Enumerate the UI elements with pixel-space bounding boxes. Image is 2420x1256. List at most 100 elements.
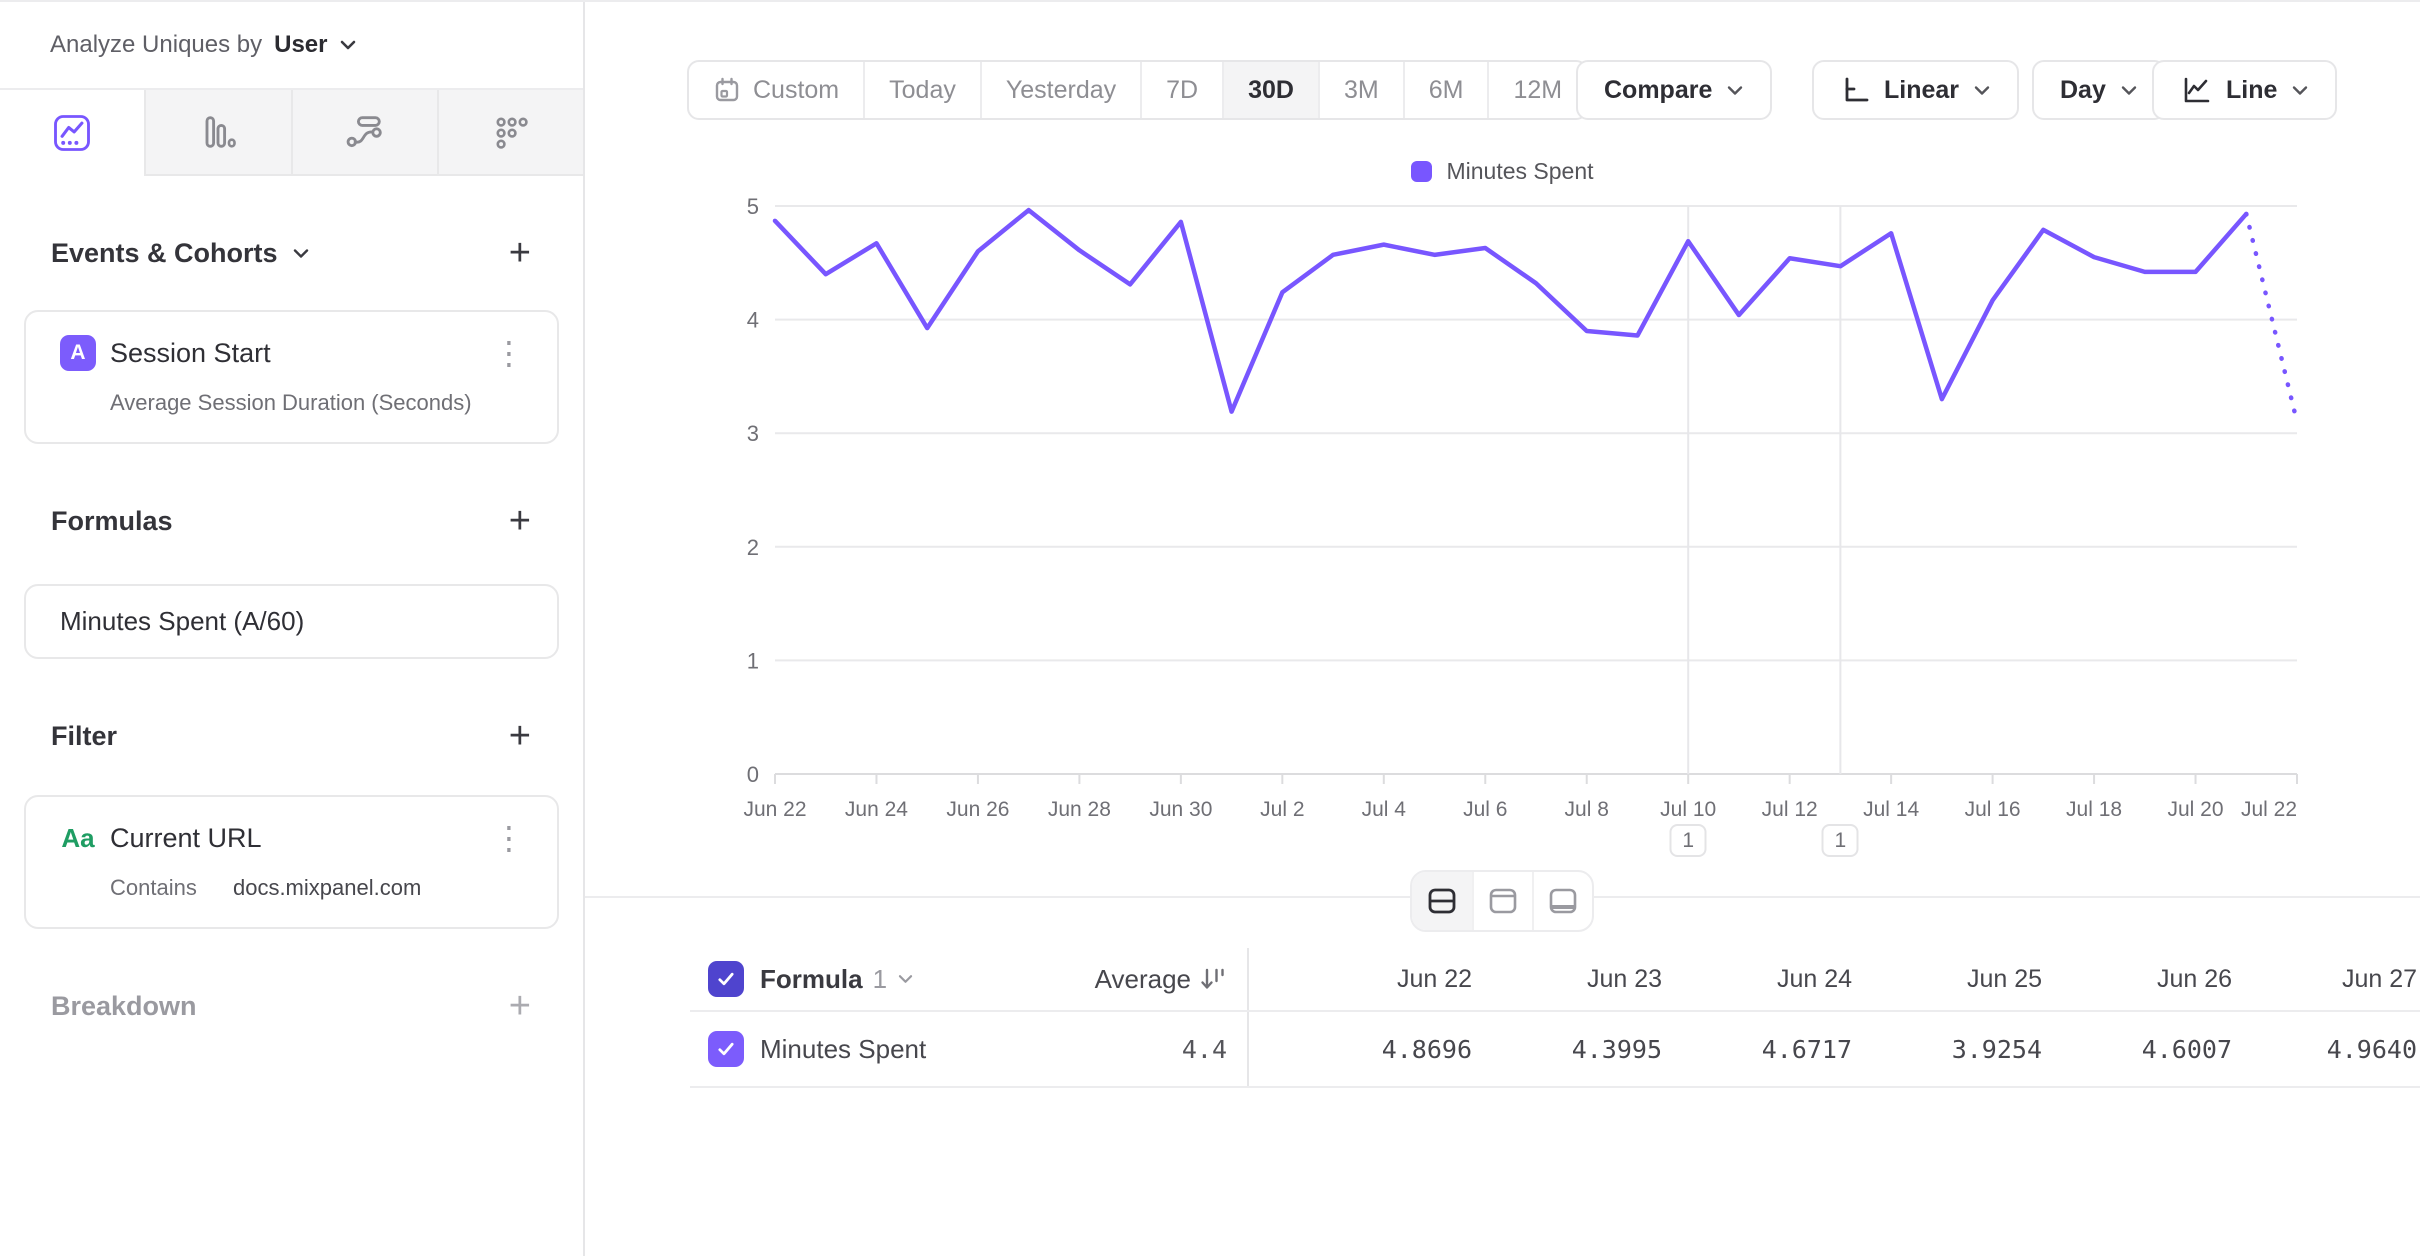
date-range-yesterday[interactable]: Yesterday [979,62,1140,118]
series-row-label: Minutes Spent [760,1033,927,1064]
tab-flows[interactable] [290,90,437,176]
svg-text:Jul 6: Jul 6 [1463,798,1507,821]
events-section-header: Events & Cohorts + [0,234,583,272]
analyze-by-dropdown[interactable]: User [274,31,357,59]
chart-legend: Minutes Spent [585,158,2420,185]
date-range-12m[interactable]: 12M [1487,62,1586,118]
add-filter-button[interactable]: + [508,715,531,757]
svg-text:Jun 26: Jun 26 [946,798,1009,821]
value-cell-jun-25: 3.9254 [1951,1034,2042,1064]
line-chart-svg: 0 1 2 3 4 5 Jun 22 Jun 24 Jun 26 Jun 28 Jun 30 Jul … [743,194,2300,821]
linear-scale-icon [1845,77,1869,102]
date-range-today[interactable]: Today [863,62,980,118]
svg-text:Jul 20: Jul 20 [2168,798,2224,821]
calendar-icon [715,77,739,102]
check-icon [718,1042,734,1056]
value-cell-jun-24: 4.6717 [1761,1034,1852,1064]
event-name: Session Start [110,337,271,368]
filter-section-title: Filter [51,720,118,751]
date-range-custom[interactable]: Custom [689,62,863,118]
series-average-value: 4.4 [1181,1034,1227,1064]
filter-card[interactable]: Aa Current URL ⋮ Contains docs.mixpanel.… [24,795,559,929]
formula-card[interactable]: Minutes Spent (A/60) [24,584,559,659]
compare-button[interactable]: Compare [1576,60,1773,120]
breakdown-section-header: Breakdown + [0,987,583,1025]
analyze-uniques-label: Analyze Uniques by [50,31,263,58]
date-range-selector: Custom Today Yesterday 7D 30D 3M 6M 12M [687,60,1589,120]
scale-selector-button[interactable]: Linear [1812,60,2020,120]
annotation-marker[interactable]: 1 [1669,824,1707,857]
svg-text:Jul 22: Jul 22 [2241,798,2297,821]
filter-section-header: Filter + [0,717,583,755]
svg-text:2: 2 [747,535,759,560]
svg-text:4: 4 [747,308,759,333]
filter-value[interactable]: docs.mixpanel.com [232,875,422,900]
line-chart-type-icon [2184,77,2210,103]
average-sort-control[interactable]: Average [1095,964,1247,995]
date-range-3m[interactable]: 3M [1317,62,1403,118]
chevron-down-icon [2121,85,2137,95]
query-builder-sidebar: Analyze Uniques by User [0,2,585,1256]
column-header-jun-27: Jun 27 [2341,964,2417,993]
value-cell-jun-27: 4.9640 [2326,1034,2417,1064]
analyze-uniques-row: Analyze Uniques by User [0,2,583,90]
add-breakdown-button[interactable]: + [508,985,531,1027]
granularity-selector-button[interactable]: Day [2032,60,2166,120]
line-chart[interactable]: 0 1 2 3 4 5 Jun 22 Jun 24 Jun 26 Jun 28 Jun 30 Jul … [690,188,2350,878]
tab-bar-chart[interactable] [144,90,291,176]
add-event-button[interactable]: + [508,232,531,274]
event-measurement[interactable]: Average Session Duration (Seconds) [110,390,472,415]
date-range-7d[interactable]: 7D [1140,62,1222,118]
formulas-section-title: Formulas [51,505,173,536]
sort-descending-icon [1201,968,1224,989]
column-header-jun-23: Jun 23 [1586,964,1662,993]
view-layout-toggle [1410,870,1594,932]
event-card[interactable]: A Session Start ⋮ Average Session Durati… [24,310,559,444]
chevron-down-icon [2293,85,2308,95]
value-cell-jun-26: 4.6007 [2141,1034,2232,1064]
split-view-icon [1428,888,1456,914]
results-table: Formula 1 Average Jun 22 Jun [690,948,2420,1088]
svg-text:Jul 8: Jul 8 [1565,798,1609,821]
table-only-view-icon [1549,888,1577,914]
svg-text:Jul 16: Jul 16 [1965,798,2021,821]
column-header-jun-26: Jun 26 [2156,964,2232,993]
value-cell-jun-23: 4.3995 [1571,1034,1662,1064]
tab-line-chart[interactable] [0,90,145,176]
svg-text:Jul 12: Jul 12 [1762,798,1818,821]
svg-text:Jun 24: Jun 24 [845,798,908,821]
svg-text:Jul 4: Jul 4 [1362,798,1407,821]
svg-text:1: 1 [747,648,759,673]
add-formula-button[interactable]: + [508,500,531,542]
table-header-row: Formula 1 Average Jun 22 Jun [690,948,2420,1012]
svg-text:Jun 28: Jun 28 [1048,798,1111,821]
chart-only-view-button[interactable] [1472,872,1532,930]
events-section-title[interactable]: Events & Cohorts [51,238,310,269]
filter-operator[interactable]: Contains [110,875,197,900]
chart-only-view-icon [1489,888,1517,914]
chevron-down-icon [1728,85,1743,95]
svg-text:0: 0 [747,762,759,787]
chevron-down-icon [1974,85,1990,95]
visualization-tab-row [0,90,583,176]
date-range-6m[interactable]: 6M [1402,62,1488,118]
chevron-down-icon [898,975,913,983]
select-all-checkbox[interactable] [708,961,744,997]
filter-options-kebab-icon[interactable]: ⋮ [493,819,525,857]
series-visibility-checkbox[interactable] [708,1031,744,1067]
breakdown-section-title: Breakdown [51,990,197,1021]
split-view-button[interactable] [1412,872,1472,930]
date-range-30d[interactable]: 30D [1222,62,1318,118]
svg-text:Jul 10: Jul 10 [1660,798,1716,821]
string-property-badge: Aa [61,822,95,853]
event-series-badge: A [60,335,96,371]
annotation-marker[interactable]: 1 [1821,824,1859,857]
tab-retention[interactable] [436,90,583,176]
column-header-jun-25: Jun 25 [1966,964,2042,993]
event-options-kebab-icon[interactable]: ⋮ [493,334,525,372]
value-cell-jun-22: 4.8696 [1381,1034,1472,1064]
svg-text:Jul 18: Jul 18 [2066,798,2122,821]
formula-series-dropdown[interactable]: Formula 1 [760,964,914,995]
chart-type-selector-button[interactable]: Line [2152,60,2338,120]
table-only-view-button[interactable] [1532,872,1592,930]
